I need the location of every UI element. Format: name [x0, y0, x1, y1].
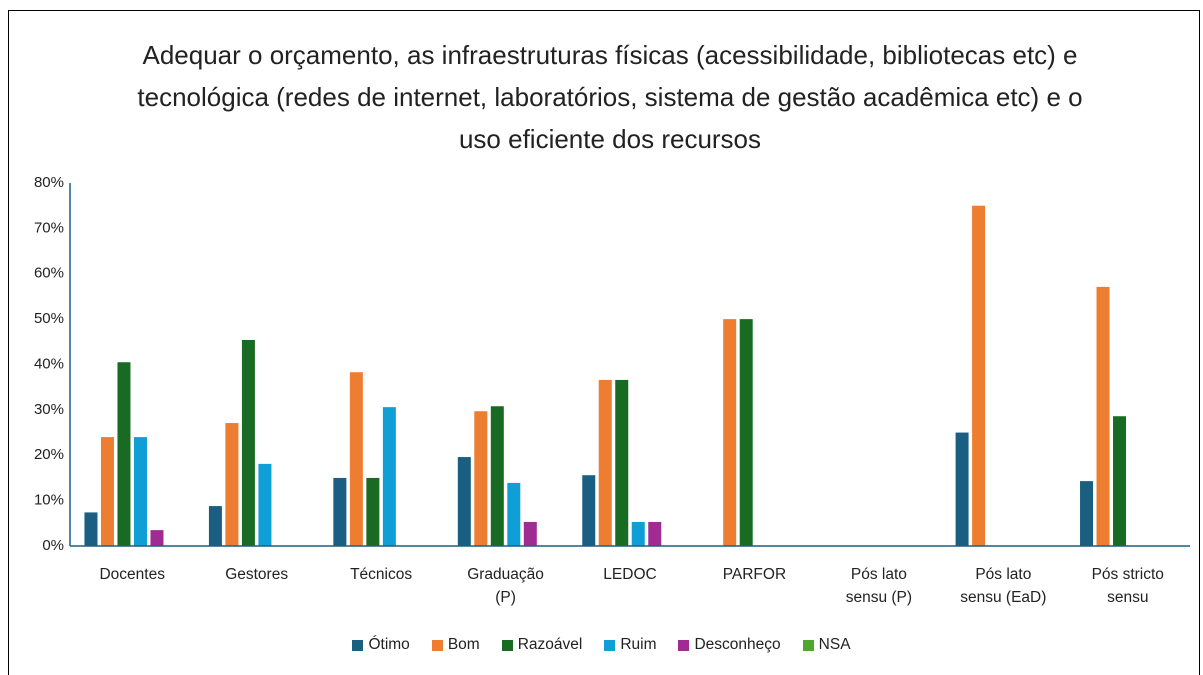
bar [366, 477, 380, 546]
bar [457, 457, 471, 546]
bar [1080, 481, 1094, 546]
bar [150, 530, 164, 546]
bar [100, 437, 114, 546]
legend-swatch [678, 639, 690, 651]
bar [523, 521, 537, 546]
x-tick-label: Graduação (P) [467, 566, 544, 606]
y-tick-label: 60% [34, 265, 64, 282]
x-tick-label: Técnicos [350, 566, 413, 583]
bar [582, 475, 596, 546]
y-tick-label: 80% [34, 174, 64, 191]
legend-item: Desconheço [678, 636, 781, 654]
bar [490, 406, 504, 546]
bar [133, 437, 147, 546]
legend-swatch [604, 639, 616, 651]
y-tick-label: 70% [34, 219, 64, 236]
x-tick-label: LEDOC [603, 566, 657, 583]
y-tick-label: 30% [34, 401, 64, 418]
bar [507, 482, 521, 546]
legend-swatch [352, 639, 364, 651]
legend-item: Razoável [501, 636, 583, 654]
bar [258, 463, 272, 546]
bar [615, 379, 629, 546]
x-tick-label: PARFOR [722, 566, 787, 583]
legend-label: Ótimo [368, 636, 410, 653]
bar [474, 411, 488, 546]
bar [972, 205, 986, 546]
y-tick-label: 40% [34, 355, 64, 372]
legend-swatch [431, 639, 443, 651]
bar [349, 372, 363, 546]
bar [208, 506, 222, 546]
bar [631, 521, 645, 546]
bar [382, 407, 396, 546]
bar [241, 339, 255, 546]
bar [1113, 416, 1127, 546]
legend-item: NSA [802, 636, 851, 654]
legend-label: Ruim [620, 636, 657, 653]
x-tick-label: Gestores [225, 566, 289, 583]
legend-label: Razoável [517, 636, 583, 653]
y-tick-label: 50% [34, 310, 64, 327]
legend-swatch [501, 639, 513, 651]
bar [117, 362, 131, 546]
bar [648, 521, 662, 546]
chart-border [8, 10, 1200, 675]
legend: Ótimo Bom Razoável Ruim Desconheço NSA [0, 636, 1203, 654]
y-tick-label: 0% [42, 537, 64, 554]
legend-item: Bom [431, 636, 480, 654]
legend-item: Ótimo [352, 636, 410, 654]
bar [333, 477, 347, 546]
bar [598, 379, 612, 546]
bar [225, 423, 239, 546]
legend-swatch [802, 639, 814, 651]
bar [1096, 286, 1110, 546]
y-tick-label: 20% [34, 446, 64, 463]
bar [84, 512, 98, 546]
x-tick-label: Pós stricto sensu [1091, 566, 1164, 606]
bar [955, 432, 969, 546]
x-tick-label: Pós lato sensu (EaD) [960, 566, 1047, 606]
x-tick-label: Docentes [99, 566, 165, 583]
legend-label: Bom [447, 636, 480, 653]
legend-label: Desconheço [694, 636, 781, 653]
x-tick-label: Pós lato sensu (P) [845, 566, 913, 606]
bar [739, 319, 753, 546]
y-tick-label: 10% [34, 492, 64, 509]
legend-label: NSA [818, 636, 851, 653]
chart-title: Adequar o orçamento, as infraestruturas … [137, 40, 1083, 154]
legend-item: Ruim [604, 636, 656, 654]
bar [723, 319, 737, 546]
